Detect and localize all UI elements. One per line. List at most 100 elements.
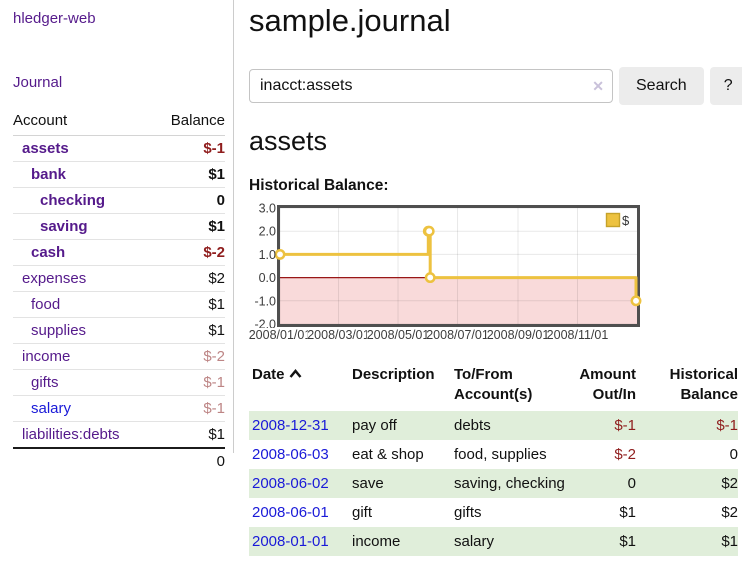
transaction-date-link[interactable]: 2008-06-02 [252, 474, 329, 492]
y-axis-label: 1.0 [259, 248, 276, 262]
transaction-balance: $2 [721, 503, 738, 521]
account-link[interactable]: expenses [22, 270, 87, 287]
account-row: assets $-1 [13, 136, 225, 162]
x-axis-label: 2008/11/01 [546, 328, 609, 343]
x-axis-label: 2008/05/01 [366, 328, 430, 343]
brand-link[interactable]: hledger-web [13, 10, 96, 27]
register-row: 2008-06-03 eat & shop food, supplies $-2… [249, 440, 738, 469]
nav-journal: Journal [13, 74, 233, 91]
account-link[interactable]: salary [31, 400, 72, 417]
account-row: expenses $2 [13, 265, 225, 292]
page-title: sample.journal [249, 3, 451, 38]
transaction-amount: $-2 [614, 445, 636, 463]
account-link[interactable]: saving [40, 218, 88, 235]
account-row: food $1 [13, 291, 225, 318]
account-balance: $-1 [153, 369, 225, 396]
transaction-description: income [352, 532, 401, 550]
account-link[interactable]: liabilities:debts [22, 426, 120, 443]
data-point [423, 225, 435, 237]
register-row: 2008-06-02 save saving, checking 0 $2 [249, 468, 738, 498]
col-header-date[interactable]: Date [249, 363, 349, 411]
account-link[interactable]: income [22, 348, 71, 365]
account-row: income $-2 [13, 343, 225, 370]
transaction-accounts: saving, checking [454, 474, 565, 492]
balance-chart-svg: $3.02.01.00.0-1.0-2.0 [254, 202, 642, 332]
search-form: ✕ Search ? [249, 66, 742, 105]
legend-swatch [605, 212, 621, 228]
account-link[interactable]: assets [22, 140, 69, 157]
help-button[interactable]: ? [709, 66, 742, 105]
x-axis-label: 2008/09/01 [486, 328, 550, 343]
account-link[interactable]: bank [31, 166, 67, 183]
transaction-description: gift [352, 503, 373, 521]
account-row: supplies $1 [13, 317, 225, 344]
transaction-amount: $1 [619, 503, 636, 521]
legend-label: $ [622, 213, 630, 228]
data-point [424, 272, 436, 284]
account-link[interactable]: food [31, 296, 61, 313]
transaction-date-link[interactable]: 2008-01-01 [252, 532, 329, 550]
col-header-balance: Historical Balance [669, 366, 738, 404]
transaction-description: save [352, 474, 384, 492]
transaction-date-link[interactable]: 2008-06-03 [252, 445, 329, 463]
accounts-table: Account Balance assets $-1 bank $1 check… [13, 107, 225, 474]
transaction-date-link[interactable]: 2008-06-01 [252, 503, 329, 521]
transaction-date-link[interactable]: 2008-12-31 [252, 416, 329, 434]
search-field-wrap: ✕ [249, 68, 613, 103]
register-row: 2008-12-31 pay off debts $-1 $-1 [249, 410, 738, 440]
account-balance: $2 [153, 265, 225, 292]
transaction-accounts: debts [454, 416, 491, 434]
transaction-description: eat & shop [352, 445, 424, 463]
account-link[interactable]: gifts [31, 374, 59, 391]
account-row: checking 0 [13, 187, 225, 214]
accounts-header-account: Account [13, 107, 154, 136]
transaction-amount: $-1 [614, 416, 636, 434]
y-axis-label: 3.0 [259, 202, 276, 216]
account-row: bank $1 [13, 161, 225, 188]
account-row: liabilities:debts $1 [13, 421, 225, 448]
brand: hledger-web [13, 10, 233, 27]
register-table: Date Description To/From Account(s) Amou… [249, 363, 738, 556]
clear-search-icon[interactable]: ✕ [592, 77, 604, 94]
account-link[interactable]: cash [31, 244, 66, 261]
col-header-accounts: To/From Account(s) [454, 366, 533, 404]
transaction-accounts: food, supplies [454, 445, 547, 463]
account-balance: $-2 [153, 343, 225, 370]
col-header-description: Description [352, 366, 435, 384]
transaction-amount: 0 [627, 474, 636, 492]
y-axis-label: 2.0 [259, 225, 276, 239]
account-link[interactable]: supplies [31, 322, 87, 339]
x-axis-label: 2008/07/01 [426, 328, 489, 343]
search-button[interactable]: Search [619, 66, 704, 105]
account-row: saving $1 [13, 213, 225, 240]
nav-journal-link[interactable]: Journal [13, 74, 63, 91]
accounts-header-balance: Balance [153, 107, 225, 136]
account-balance: $1 [153, 161, 225, 188]
historical-balance-chart[interactable]: $3.0 2.0 1.0 0.0 -1.0 -2.0 2008/01/01 2008/03/… [248, 201, 651, 349]
plot-border [277, 205, 640, 328]
col-header-amount: Amount Out/In [579, 366, 636, 404]
transaction-accounts: gifts [454, 503, 482, 521]
transaction-balance: 0 [729, 445, 738, 463]
negative-region [280, 277, 637, 325]
transaction-description: pay off [352, 416, 397, 434]
account-link[interactable]: checking [40, 192, 106, 209]
transaction-balance: $-1 [716, 416, 738, 434]
account-balance: $1 [153, 213, 225, 240]
data-point [274, 248, 286, 260]
y-axis-label: 0.0 [259, 271, 276, 285]
account-balance: $-1 [153, 395, 225, 422]
transaction-balance: $2 [721, 474, 738, 492]
account-balance: $1 [153, 317, 225, 344]
data-point [630, 295, 642, 307]
x-axis-label: 2008/03/01 [307, 328, 370, 343]
main-content: sample.journal ✕ Search ? assets Histori… [234, 0, 742, 582]
account-row: gifts $-1 [13, 369, 225, 396]
account-balance: $-2 [153, 239, 225, 266]
chart-title: Historical Balance: [249, 177, 389, 195]
account-balance: $-1 [203, 140, 225, 157]
transaction-amount: $1 [619, 532, 636, 550]
search-input[interactable] [249, 68, 613, 103]
transaction-balance: $1 [721, 532, 738, 550]
